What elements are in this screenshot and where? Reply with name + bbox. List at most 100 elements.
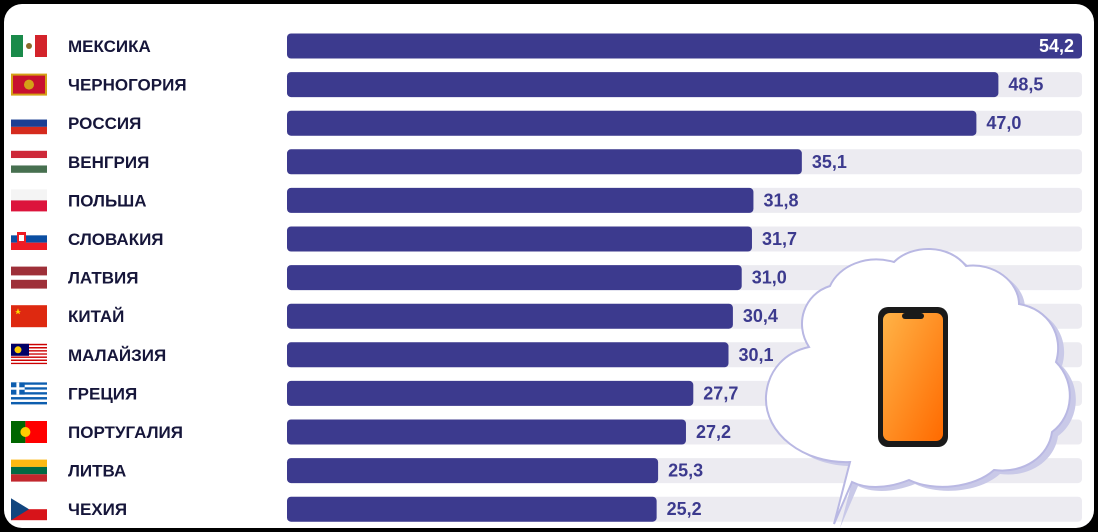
chart-frame: МЕКСИКА 54,2 ЧЕРНОГОРИЯ 48,5 РОССИЯ 47,0 ВЕНГР… [4, 4, 1094, 528]
lithuania-flag-icon [11, 459, 47, 482]
data-label: 31,8 [763, 190, 798, 210]
flag-part [11, 394, 47, 398]
chart-row: РОССИЯ 47,0 [11, 110, 1082, 136]
data-label: 27,2 [696, 422, 731, 442]
category-label: МАЛАЙЗИЯ [68, 346, 166, 365]
flag-part [11, 235, 47, 243]
flag-part [11, 242, 47, 250]
slovakia-flag-icon [11, 228, 47, 250]
hungary-flag-icon [11, 150, 47, 173]
flag-part [11, 392, 47, 395]
category-label: ЛАТВИЯ [68, 269, 138, 288]
montenegro-flag-icon [11, 73, 47, 96]
data-label: 27,7 [703, 383, 738, 403]
malaysia-flag-icon [11, 343, 47, 366]
data-label: 31,0 [752, 268, 787, 288]
portugal-flag-icon [11, 421, 47, 443]
flag-emblem [19, 235, 24, 241]
cloud-illustration [764, 248, 1076, 528]
bar [287, 187, 754, 213]
flag-part [11, 165, 47, 173]
data-label: 25,3 [668, 461, 703, 481]
flag-part [11, 459, 47, 467]
flag-part [25, 421, 47, 443]
bar [287, 380, 694, 406]
flag-part [11, 357, 47, 360]
flag-part [11, 498, 47, 510]
bar [287, 496, 657, 522]
data-label: 31,7 [762, 229, 797, 249]
smartphone-icon [878, 307, 948, 447]
category-label: ЧЕХИЯ [68, 500, 127, 519]
category-label: ГРЕЦИЯ [68, 384, 137, 403]
flag-part [11, 228, 47, 236]
flag-part [11, 150, 47, 159]
flag-part [11, 35, 23, 57]
flag-part [11, 382, 47, 385]
category-label: МЕКСИКА [68, 37, 151, 56]
bar [287, 72, 999, 98]
bar [287, 149, 802, 175]
bar [287, 226, 752, 252]
data-label: 30,1 [739, 345, 774, 365]
flag-part [11, 389, 47, 393]
flag-part [11, 158, 47, 166]
czechia-flag-icon [11, 498, 47, 521]
flag-part [11, 359, 47, 362]
data-label: 47,0 [986, 113, 1021, 133]
category-label: РОССИЯ [68, 114, 141, 133]
flag-emblem [14, 346, 22, 354]
flag-part [11, 275, 47, 280]
chart-rows: МЕКСИКА 54,2 ЧЕРНОГОРИЯ 48,5 РОССИЯ 47,0 ВЕНГР… [11, 33, 1082, 522]
data-label: 54,2 [1039, 36, 1074, 56]
chart-row: ВЕНГРИЯ 35,1 [11, 149, 1082, 175]
flag-part [11, 200, 47, 212]
flag-part [11, 387, 25, 390]
flag-part [11, 189, 47, 201]
flag-part [11, 397, 47, 400]
flag-part [11, 119, 47, 127]
category-label: ПОЛЬША [68, 191, 147, 210]
bar [287, 419, 686, 445]
phone-screen [883, 313, 943, 441]
bar [287, 265, 742, 291]
flag-part [11, 361, 47, 363]
category-label: ПОРТУГАЛИЯ [68, 423, 183, 442]
flag-part [11, 421, 26, 443]
flag-part [11, 356, 47, 358]
chart-row: ЧЕРНОГОРИЯ 48,5 [11, 72, 1082, 98]
phone-notch [902, 313, 924, 319]
flag-emblem [24, 79, 34, 90]
bar [287, 458, 659, 484]
russia-flag-icon [11, 112, 47, 135]
china-flag-icon [11, 305, 47, 328]
bar [287, 110, 977, 136]
chart-row: СЛОВАКИЯ 31,7 [11, 226, 1082, 252]
category-label: СЛОВАКИЯ [68, 230, 164, 249]
chart-row: ПОЛЬША 31,8 [11, 187, 1082, 213]
bar [287, 33, 1082, 59]
flag-part [11, 112, 47, 120]
flag-emblem [26, 43, 32, 49]
category-label: ЧЕРНОГОРИЯ [68, 76, 187, 95]
flag-part [11, 401, 47, 405]
category-label: КИТАЙ [68, 307, 124, 326]
flag-part [35, 35, 47, 57]
flag-part [11, 362, 47, 365]
poland-flag-icon [11, 189, 47, 212]
flag-part [11, 305, 47, 328]
bar [287, 342, 729, 368]
bar [287, 303, 733, 329]
flag-part [11, 509, 47, 521]
mexico-flag-icon [11, 35, 47, 57]
latvia-flag-icon [11, 266, 47, 289]
flag-part [11, 399, 47, 402]
flag-triangle [11, 498, 29, 521]
flag-part [11, 474, 47, 482]
category-label: ЛИТВА [68, 462, 126, 481]
flag-part [11, 387, 47, 390]
greece-flag-icon [11, 382, 47, 405]
chart-row: МЕКСИКА 54,2 [11, 33, 1082, 59]
flag-part [11, 466, 47, 475]
flag-star [15, 308, 21, 315]
